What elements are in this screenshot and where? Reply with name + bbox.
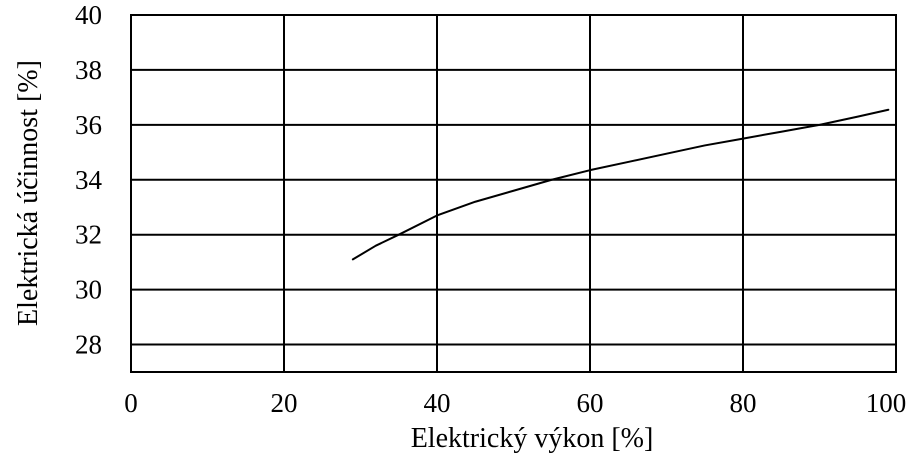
y-axis-label: Elektrická účinnost [%] (13, 60, 44, 326)
x-tick-label-1: 20 (271, 388, 298, 418)
plot-frame (130, 14, 897, 373)
x-tick-label-4: 80 (730, 388, 757, 418)
y-tick-label-0: 28 (75, 330, 102, 360)
x-axis-label: Elektrický výkon [%] (411, 423, 654, 454)
y-tick-label-2: 32 (75, 220, 102, 250)
x-tick-label-3: 60 (577, 388, 604, 418)
x-axis-ticks: 0 20 40 60 80 100 (124, 388, 906, 418)
y-axis-ticks: 28 30 32 34 36 38 40 (75, 0, 103, 360)
grid (131, 15, 896, 372)
y-tick-label-4: 36 (75, 110, 102, 140)
y-tick-label-3: 34 (75, 165, 103, 195)
y-tick-label-6: 40 (75, 0, 102, 30)
y-tick-label-1: 30 (75, 275, 102, 305)
x-tick-label-5: 100 (866, 388, 907, 418)
series-line-0 (351, 108, 890, 261)
series-layer (351, 108, 890, 261)
x-tick-label-0: 0 (124, 388, 138, 418)
x-tick-label-2: 40 (424, 388, 451, 418)
y-tick-label-5: 38 (75, 55, 102, 85)
